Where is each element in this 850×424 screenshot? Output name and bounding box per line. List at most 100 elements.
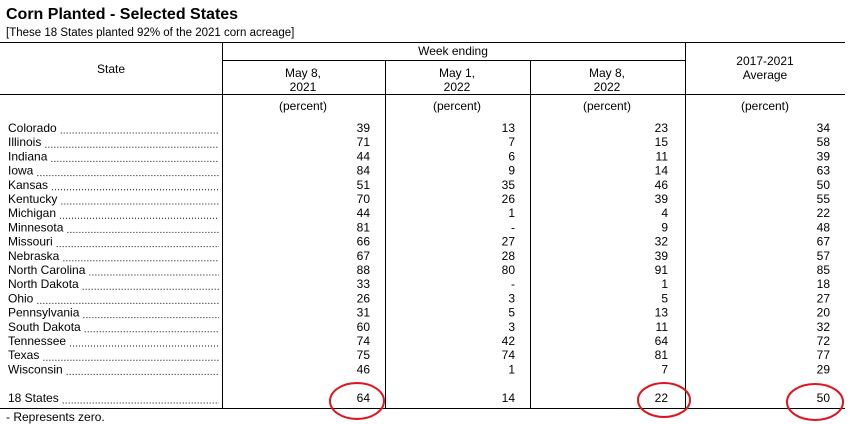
cell-value: 18: [817, 277, 831, 291]
cell-value: 77: [817, 348, 831, 362]
cell-value: 33: [357, 277, 371, 291]
unit-label: (percent): [583, 99, 631, 113]
cell-value: 13: [655, 306, 669, 320]
state-name: Minnesota: [8, 220, 64, 234]
cell-value: 64: [655, 334, 669, 348]
cell-value: 7: [661, 362, 668, 376]
unit-label: (percent): [279, 99, 327, 113]
state-name: Pennsylvania: [8, 306, 80, 320]
column-header: 2017-2021: [736, 54, 794, 68]
table-rules: [0, 42, 845, 409]
cell-value: 60: [357, 320, 371, 334]
cell-value: 70: [357, 192, 371, 206]
unit-label: (percent): [433, 99, 481, 113]
cell-value: 39: [655, 249, 669, 263]
cell-value: 3: [508, 291, 515, 305]
total-label: 18 States: [8, 391, 59, 405]
cell-value: 26: [502, 192, 516, 206]
cell-value: 58: [817, 135, 831, 149]
state-name: Kentucky: [8, 192, 57, 206]
state-name: Nebraska: [8, 249, 60, 263]
cell-value: 74: [357, 334, 371, 348]
cell-value: 39: [817, 149, 831, 163]
cell-value: 44: [357, 149, 371, 163]
cell-value: 22: [655, 391, 669, 405]
cell-value: 44: [357, 206, 371, 220]
cell-value: 46: [655, 178, 669, 192]
cell-value: 80: [502, 263, 516, 277]
column-header: May 8,: [285, 66, 321, 80]
cell-value: 85: [817, 263, 831, 277]
cell-value: 32: [655, 235, 669, 249]
cell-value: 67: [357, 249, 371, 263]
cell-value: 27: [502, 235, 516, 249]
highlight-circles: [329, 382, 844, 421]
cell-value: 75: [357, 348, 371, 362]
cell-value: 5: [661, 291, 668, 305]
cell-value: 35: [502, 178, 516, 192]
cell-value: 7: [508, 135, 515, 149]
cell-value: 9: [661, 220, 668, 234]
cell-value: 72: [817, 334, 831, 348]
cell-value: 15: [655, 135, 669, 149]
cell-value: 11: [656, 320, 669, 334]
cell-value: 22: [817, 206, 831, 220]
cell-value: 13: [502, 121, 516, 135]
column-header: 2022: [594, 80, 621, 94]
state-name: South Dakota: [8, 320, 81, 334]
cell-value: 84: [357, 164, 371, 178]
cell-value: 71: [357, 135, 371, 149]
cell-value: 31: [357, 306, 371, 320]
cell-value: 81: [655, 348, 669, 362]
state-name: Kansas: [8, 178, 48, 192]
cell-value: 14: [655, 164, 669, 178]
state-name: Ohio: [8, 291, 34, 305]
cell-value: 1: [508, 206, 515, 220]
state-name: North Dakota: [8, 277, 79, 291]
cell-value: 3: [508, 320, 515, 334]
cell-value: 6: [508, 149, 515, 163]
cell-value: 74: [502, 348, 516, 362]
cell-value: 46: [357, 362, 371, 376]
state-name: Michigan: [8, 206, 56, 220]
cell-value: 39: [655, 192, 669, 206]
cell-value: 28: [502, 249, 516, 263]
state-name: North Carolina: [8, 263, 86, 277]
cell-value: 4: [661, 206, 668, 220]
cell-value: 63: [817, 164, 831, 178]
state-name: Missouri: [8, 235, 53, 249]
cell-value: -: [511, 220, 515, 234]
cell-value: 29: [817, 362, 831, 376]
state-name: Wisconsin: [8, 362, 63, 376]
footnote: - Represents zero.: [6, 410, 105, 424]
cell-value: 26: [357, 291, 371, 305]
group-header: Week ending: [418, 44, 488, 58]
cell-value: 42: [502, 334, 516, 348]
column-header: 2022: [444, 80, 471, 94]
cell-value: 66: [357, 235, 371, 249]
state-name: Tennessee: [8, 334, 66, 348]
state-name: Indiana: [8, 149, 48, 163]
cell-value: 5: [508, 306, 515, 320]
unit-label: (percent): [741, 99, 789, 113]
cell-value: -: [511, 277, 515, 291]
column-header: May 8,: [589, 66, 625, 80]
cell-value: 27: [817, 291, 831, 305]
column-header: Average: [743, 68, 788, 82]
cell-value: 11: [656, 149, 669, 163]
state-header: State: [97, 62, 125, 76]
cell-value: 48: [817, 220, 831, 234]
cell-value: 67: [817, 235, 831, 249]
state-name: Iowa: [8, 164, 34, 178]
cell-value: 51: [357, 178, 371, 192]
cell-value: 50: [817, 391, 831, 405]
cell-value: 34: [817, 121, 831, 135]
cell-value: 9: [508, 164, 515, 178]
cell-value: 64: [357, 391, 371, 405]
cell-value: 32: [817, 320, 831, 334]
cell-value: 91: [655, 263, 669, 277]
state-name: Texas: [8, 348, 39, 362]
cell-value: 50: [817, 178, 831, 192]
cell-value: 1: [508, 362, 515, 376]
